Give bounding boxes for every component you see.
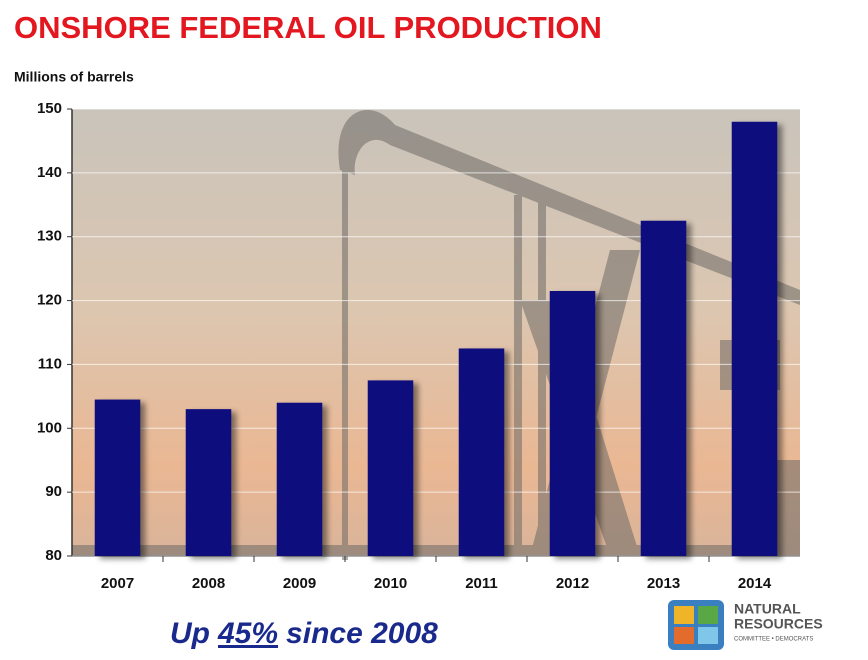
x-tick-label: 2014 (738, 575, 772, 592)
bar (640, 220, 687, 556)
logo: NATURAL RESOURCES COMMITTEE • DEMOCRATS (668, 600, 823, 650)
logo-text: NATURAL (734, 601, 801, 617)
x-tick-label: 2010 (374, 575, 407, 592)
annotation-highlight: 45% (217, 617, 278, 650)
y-tick-label: 110 (38, 355, 62, 372)
x-tick-label: 2011 (465, 575, 498, 592)
y-tick-label: 150 (37, 100, 62, 117)
y-axis-label: Millions of barrels (14, 69, 134, 85)
annotation-prefix: Up (170, 617, 210, 650)
x-tick-label: 2012 (556, 575, 589, 592)
logo-icon-part (674, 606, 694, 624)
x-tick-label: 2008 (192, 575, 225, 592)
y-tick-label: 90 (45, 483, 62, 500)
bar (731, 121, 778, 557)
logo-text: RESOURCES (734, 616, 823, 632)
x-tick-label: 2009 (283, 575, 316, 592)
y-tick-label: 140 (37, 164, 62, 181)
bar (367, 380, 414, 556)
annotation-suffix: since 2008 (286, 617, 438, 650)
bar (94, 399, 141, 556)
x-tick-label: 2007 (101, 575, 134, 592)
bar (276, 402, 323, 556)
logo-text: COMMITTEE • DEMOCRATS (734, 637, 813, 643)
bar (549, 290, 596, 556)
bar (185, 409, 232, 556)
y-tick-label: 120 (37, 292, 62, 309)
y-tick-label: 100 (37, 419, 62, 436)
x-tick-label: 2013 (647, 575, 680, 592)
bar (458, 348, 505, 556)
logo-icon-part (698, 606, 718, 624)
annotation: Up 45% since 2008 (170, 617, 438, 650)
logo-icon-part (698, 627, 718, 644)
y-tick-label: 80 (45, 547, 62, 564)
plot-background (72, 109, 800, 556)
logo-icon-part (674, 627, 694, 644)
chart-title: ONSHORE FEDERAL OIL PRODUCTION (14, 10, 602, 45)
y-tick-label: 130 (37, 228, 62, 245)
